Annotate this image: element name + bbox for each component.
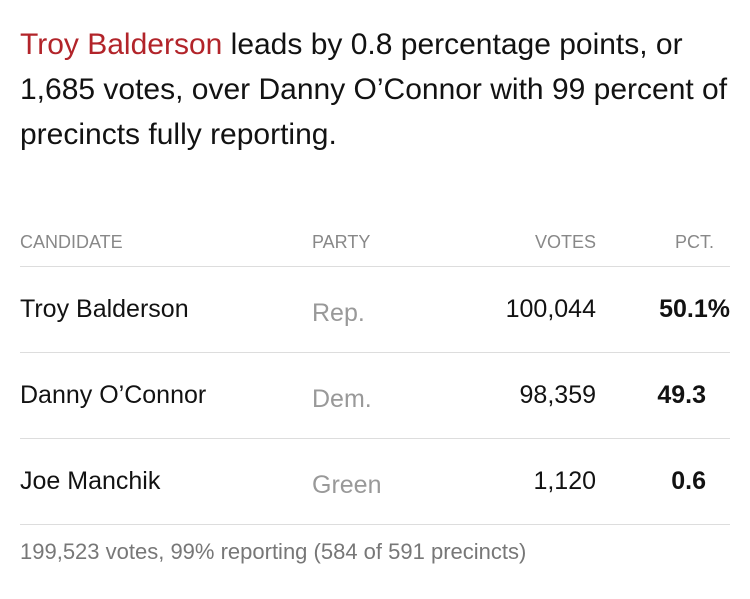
- party: Dem.: [312, 385, 372, 413]
- votes: 100,044: [505, 295, 596, 323]
- header-cell: CANDIDATE: [20, 232, 123, 252]
- party: Green: [312, 471, 382, 499]
- votes: 1,120: [533, 467, 596, 495]
- header-cell: PARTY: [312, 232, 371, 252]
- candidate: Joe Manchik: [20, 467, 161, 495]
- header-cell: PCT.: [674, 232, 714, 252]
- pct: 50.1%: [659, 295, 730, 323]
- header-cell: VOTES: [534, 232, 596, 252]
- table-row: Troy Balderson Rep. 100,044 50.1%: [20, 267, 730, 353]
- party: Rep.: [312, 299, 365, 327]
- candidate: Danny O’Connor: [20, 381, 207, 409]
- summary: Troy Balderson leads by 0.8 percentage p…: [20, 22, 730, 157]
- table-row: Joe Manchik Green 1,120 0.6: [20, 439, 730, 525]
- candidate: Troy Balderson: [20, 295, 189, 323]
- footer: 199,523 votes, 99% reporting (584 of 591…: [20, 539, 527, 564]
- votes: 98,359: [519, 381, 596, 409]
- table-header: CANDIDATE PARTY VOTES PCT.: [20, 220, 730, 267]
- summary-text: leads by 0.8 percentage points, or 1,685…: [20, 28, 728, 151]
- table-row: Danny O’Connor Dem. 98,359 49.3: [20, 353, 730, 439]
- lead-name: Troy Balderson: [20, 28, 223, 61]
- pct: 49.3: [657, 381, 706, 409]
- pct: 0.6: [671, 467, 706, 495]
